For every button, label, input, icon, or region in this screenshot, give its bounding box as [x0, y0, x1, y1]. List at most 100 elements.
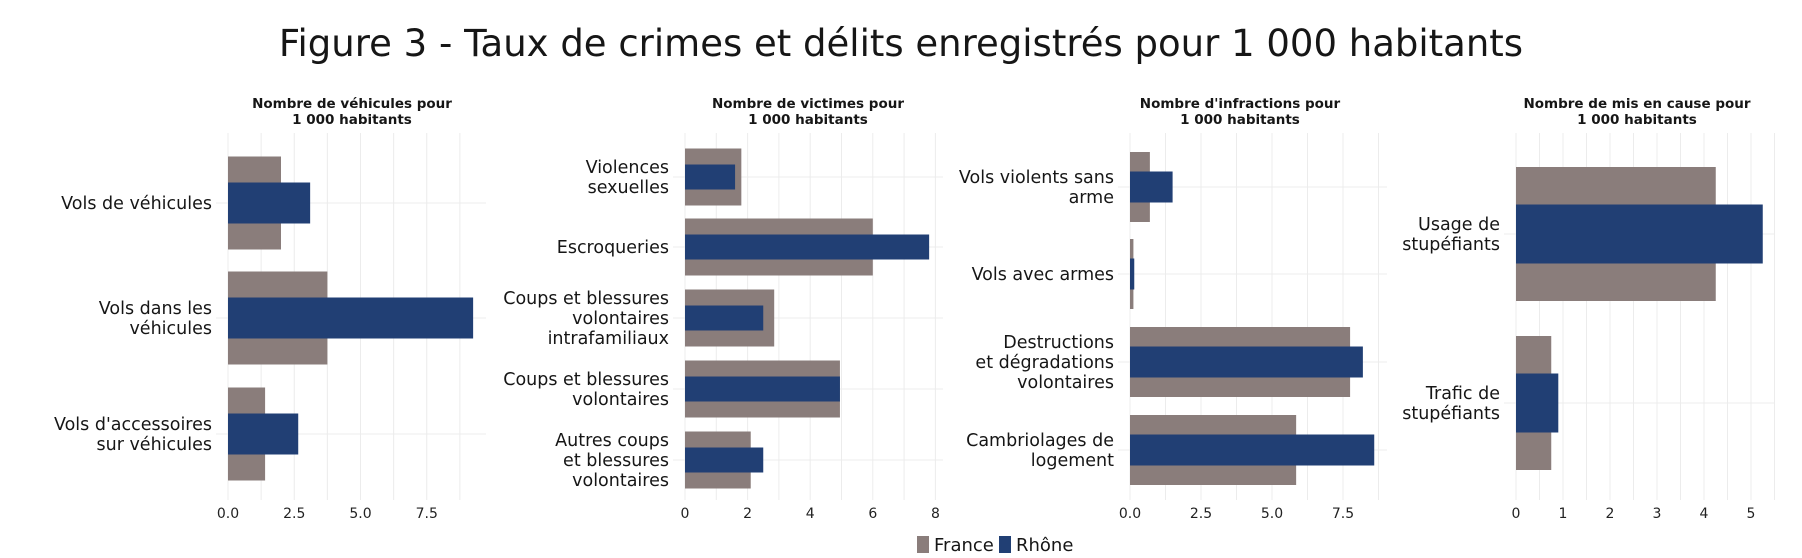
- x-tick-label: 4: [806, 506, 815, 522]
- panel-1: Nombre de véhicules pour 1 000 habitants V…: [54, 96, 486, 522]
- category-label: Autres coups et blessures volontaires: [555, 431, 669, 491]
- bar-rhone: [685, 447, 764, 473]
- legend-label: Rhône: [1016, 535, 1073, 556]
- category-label-line: stupéfiants: [1402, 235, 1500, 255]
- bar-rhone: [228, 413, 299, 455]
- category-label: Trafic de stupéfiants: [1402, 384, 1500, 424]
- category-label-line: Escroqueries: [557, 238, 669, 258]
- bar-rhone: [1130, 434, 1375, 466]
- category-label-line: véhicules: [129, 319, 212, 339]
- category-group: Vols d'accessoires sur véhicules: [54, 387, 299, 481]
- x-tick-label: 0: [1512, 506, 1521, 522]
- panel-title-line: Nombre de mis en cause pour: [1523, 96, 1750, 112]
- category-label-line: Vols dans les: [99, 299, 212, 319]
- x-tick-label: 7.5: [1332, 506, 1354, 522]
- category-label: Cambriolages de logement: [966, 431, 1114, 471]
- x-tick-label: 2: [1606, 506, 1615, 522]
- category-label-line: Autres coups: [555, 431, 669, 451]
- category-label-line: Destructions: [1003, 333, 1114, 353]
- x-tick-label: 0.0: [1119, 506, 1141, 522]
- panel-title: Nombre d'infractions pour 1 000 habitants: [1140, 96, 1341, 128]
- category-label-line: logement: [1031, 451, 1114, 471]
- legend-label: France: [934, 535, 994, 556]
- panel-title-line: Nombre de véhicules pour: [252, 96, 452, 112]
- category-label-line: volontaires: [1017, 373, 1114, 393]
- category-label-line: et blessures: [563, 451, 669, 471]
- category-group: Cambriolages de logement: [966, 415, 1375, 485]
- category-label-line: Vols de véhicules: [61, 194, 212, 214]
- category-label: Vols violents sans arme: [959, 168, 1114, 208]
- x-tick-label: 4: [1700, 506, 1709, 522]
- bar-rhone: [685, 305, 764, 331]
- category-group: Violences sexuelles: [586, 148, 742, 206]
- x-tick-label: 5.0: [1261, 506, 1283, 522]
- panel-title: Nombre de véhicules pour 1 000 habitants: [252, 96, 452, 128]
- category-label: Coups et blessures volontaires intrafamili…: [503, 289, 669, 349]
- category-label-line: arme: [1069, 188, 1114, 208]
- x-tick-label: 2.5: [283, 506, 305, 522]
- category-group: Vols avec armes: [972, 239, 1135, 309]
- x-axis: 0.0 2.5 5.0 7.5: [1119, 506, 1354, 522]
- category-label-line: Trafic de: [1425, 384, 1500, 404]
- panel-title-line: 1 000 habitants: [1180, 112, 1300, 128]
- category-label: Vols d'accessoires sur véhicules: [54, 415, 212, 455]
- category-label-line: et dégradations: [975, 353, 1114, 373]
- x-tick-label: 1: [1559, 506, 1568, 522]
- x-axis: 0 2 4 6 8: [681, 506, 940, 522]
- category-label-line: volontaires: [572, 390, 669, 410]
- bar-rhone: [685, 234, 930, 260]
- legend-swatch: [999, 536, 1011, 553]
- category-label-line: volontaires: [572, 471, 669, 491]
- x-tick-label: 7.5: [416, 506, 438, 522]
- category-group: Vols violents sans arme: [959, 152, 1173, 222]
- category-label-line: Vols avec armes: [972, 265, 1114, 285]
- bar-rhone: [228, 182, 311, 224]
- category-label-line: volontaires: [572, 309, 669, 329]
- category-label-line: Usage de: [1418, 215, 1500, 235]
- x-tick-label: 5.0: [349, 506, 371, 522]
- x-tick-label: 0: [681, 506, 690, 522]
- bar-rhone: [1516, 373, 1559, 433]
- panel-title: Nombre de victimes pour 1 000 habitants: [712, 96, 904, 128]
- x-tick-label: 0.0: [217, 506, 239, 522]
- panel-title-line: 1 000 habitants: [748, 112, 868, 128]
- bar-rhone: [228, 297, 474, 339]
- panel-title-line: 1 000 habitants: [1577, 112, 1697, 128]
- panel-3: Nombre d'infractions pour 1 000 habitants…: [959, 96, 1387, 522]
- x-tick-label: 5: [1747, 506, 1756, 522]
- category-label-line: Vols d'accessoires: [54, 415, 212, 435]
- category-label: Coups et blessures volontaires: [503, 370, 669, 410]
- category-label: Destructions et dégradations volontaires: [975, 333, 1114, 393]
- legend-item-france: France: [917, 535, 994, 556]
- legend-item-rhone: Rhône: [999, 535, 1073, 556]
- panel-title: Nombre de mis en cause pour 1 000 habitan…: [1523, 96, 1750, 128]
- category-group: Vols dans les véhicules: [99, 271, 474, 365]
- bar-rhone: [685, 376, 840, 402]
- category-label-line: Vols violents sans: [959, 168, 1114, 188]
- chart-title: Figure 3 - Taux de crimes et délits enre…: [279, 22, 1523, 65]
- panel-title-line: Nombre d'infractions pour: [1140, 96, 1341, 112]
- category-group: Vols de véhicules: [61, 156, 311, 250]
- category-label-line: sur véhicules: [96, 435, 212, 455]
- panel-2: Nombre de victimes pour 1 000 habitants Vi…: [503, 96, 943, 522]
- x-tick-label: 6: [868, 506, 877, 522]
- x-tick-label: 8: [931, 506, 940, 522]
- category-group: Trafic de stupéfiants: [1402, 336, 1559, 470]
- x-axis: 0 1 2 3 4 5: [1512, 506, 1756, 522]
- category-group: Destructions et dégradations volontaires: [975, 327, 1363, 397]
- category-label: Usage de stupéfiants: [1402, 215, 1500, 255]
- category-label: Vols de véhicules: [61, 194, 212, 214]
- x-tick-label: 2: [743, 506, 752, 522]
- legend-swatch: [917, 536, 929, 553]
- category-label-line: Coups et blessures: [503, 289, 669, 309]
- category-label: Vols avec armes: [972, 265, 1114, 285]
- x-tick-label: 2.5: [1190, 506, 1212, 522]
- category-group: Autres coups et blessures volontaires: [555, 431, 764, 491]
- category-label-line: sexuelles: [588, 178, 669, 198]
- x-tick-label: 3: [1653, 506, 1662, 522]
- panel-title-line: Nombre de victimes pour: [712, 96, 904, 112]
- category-label-line: stupéfiants: [1402, 404, 1500, 424]
- legend: France Rhône: [917, 535, 1073, 556]
- panel-title-line: 1 000 habitants: [292, 112, 412, 128]
